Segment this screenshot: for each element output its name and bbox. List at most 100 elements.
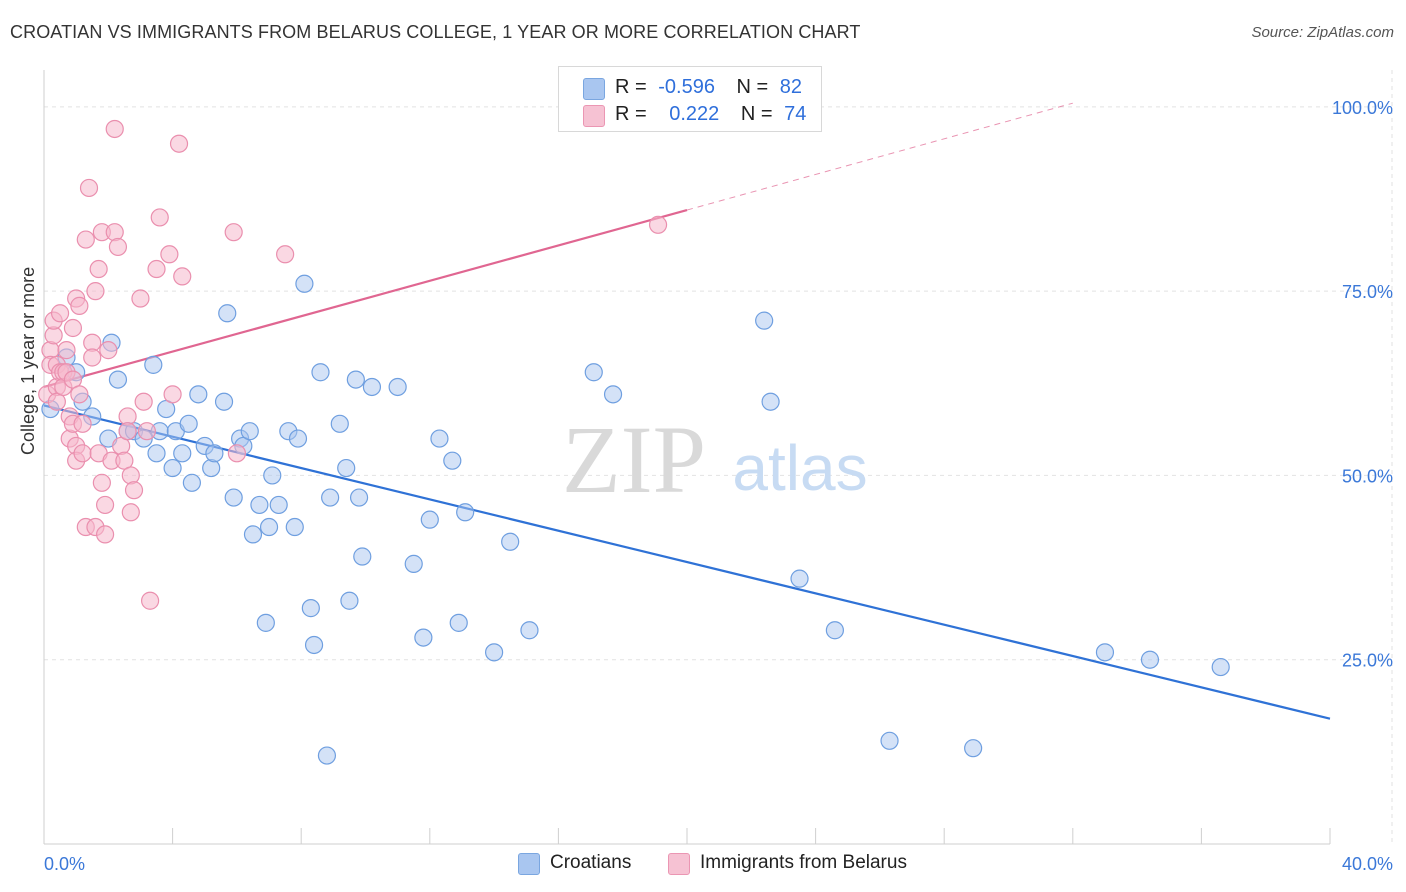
point-croatians [388, 377, 407, 397]
point-belarus [160, 245, 179, 264]
point-croatians [243, 525, 263, 544]
point-croatians [269, 495, 288, 515]
y-tick-label: 75.0% [1342, 282, 1393, 302]
point-croatians [163, 458, 182, 478]
point-belarus [227, 444, 246, 463]
gridlines [44, 70, 1393, 844]
point-belarus [147, 259, 166, 279]
point-belarus [86, 282, 105, 301]
point-croatians [449, 613, 468, 632]
point-croatians [259, 517, 279, 537]
point-croatians [349, 488, 369, 507]
point-belarus [169, 134, 189, 153]
point-croatians [108, 370, 128, 389]
point-belarus [648, 215, 668, 234]
point-croatians [414, 628, 433, 647]
tick-labels: 25.0% 50.0% 75.0% 100.0% 0.0% 40.0% [44, 98, 1393, 874]
point-croatians [420, 510, 439, 529]
point-croatians [330, 414, 349, 433]
point-croatians [825, 621, 844, 640]
point-croatians [337, 458, 356, 478]
point-belarus [50, 304, 70, 323]
point-croatians [485, 643, 504, 662]
belarus-r-label: R = [615, 103, 647, 125]
legend-croatians-swatch [518, 853, 540, 875]
point-croatians [263, 466, 282, 485]
point-belarus [83, 348, 102, 367]
point-croatians [443, 451, 462, 470]
point-belarus [92, 473, 111, 492]
point-croatians [520, 621, 539, 640]
trend-line-croatians [43, 404, 1331, 720]
point-croatians [362, 377, 382, 397]
point-croatians [340, 591, 359, 610]
point-belarus [73, 414, 92, 433]
point-croatians [182, 473, 201, 492]
croatians-r-label: R = [615, 76, 647, 98]
point-belarus [150, 208, 169, 227]
series-belarus [38, 119, 668, 610]
point-croatians [250, 495, 269, 515]
watermark-zip: ZIP [562, 406, 706, 513]
point-croatians [501, 532, 520, 551]
chart-title: CROATIAN VS IMMIGRANTS FROM BELARUS COLL… [10, 22, 861, 42]
point-croatians [404, 554, 423, 573]
point-belarus [173, 267, 192, 286]
point-belarus [118, 422, 137, 441]
belarus-n-value: 74 [784, 103, 807, 125]
point-belarus [57, 341, 76, 360]
point-belarus [121, 503, 140, 522]
point-croatians [288, 429, 308, 448]
belarus-r-value: 0.222 [669, 103, 720, 125]
point-croatians [256, 613, 275, 632]
point-croatians [218, 304, 237, 323]
point-croatians [144, 355, 163, 374]
point-croatians [147, 444, 166, 463]
point-croatians [285, 517, 304, 537]
point-croatians [456, 503, 475, 522]
point-belarus [95, 495, 115, 515]
point-croatians [214, 392, 234, 411]
croatians-swatch [583, 78, 605, 100]
belarus-n-label: N = [740, 103, 773, 125]
point-croatians [346, 370, 365, 389]
legend-croatians-label: Croatians [550, 852, 632, 873]
point-croatians [173, 444, 192, 463]
x-tick-label-max: 40.0% [1342, 854, 1393, 874]
y-tick-label: 100.0% [1332, 98, 1393, 118]
point-belarus [76, 230, 95, 249]
trend-line-belarus-extrapolated [686, 102, 1073, 211]
point-belarus [124, 481, 144, 500]
point-croatians [240, 422, 259, 441]
point-belarus [99, 341, 118, 360]
legend-belarus-swatch [668, 853, 690, 875]
point-croatians [205, 444, 224, 463]
point-belarus [137, 422, 156, 441]
point-croatians [964, 739, 983, 758]
point-belarus [105, 223, 124, 242]
source-label: Source: ZipAtlas.com [1251, 24, 1394, 41]
point-croatians [179, 414, 198, 433]
point-croatians [584, 363, 603, 382]
y-tick-label: 25.0% [1342, 651, 1393, 671]
point-belarus [131, 289, 150, 308]
point-croatians [755, 311, 774, 330]
point-belarus [70, 296, 89, 315]
point-croatians [311, 363, 330, 382]
point-croatians [304, 635, 324, 655]
point-belarus [108, 237, 128, 257]
stats-legend: R = -0.596 N = 82 R = 0.222 N = 74 [558, 66, 822, 132]
point-belarus [224, 223, 243, 242]
point-belarus [89, 259, 108, 279]
point-croatians [353, 547, 372, 566]
series-croatians [41, 274, 1230, 765]
croatians-r-value: -0.596 [658, 76, 715, 98]
point-croatians [761, 392, 780, 411]
point-croatians [1140, 650, 1160, 669]
point-croatians [321, 488, 340, 507]
x-tick-label-min: 0.0% [44, 854, 85, 874]
croatians-n-label: N = [736, 76, 769, 98]
point-croatians [880, 731, 899, 750]
point-croatians [224, 488, 243, 507]
